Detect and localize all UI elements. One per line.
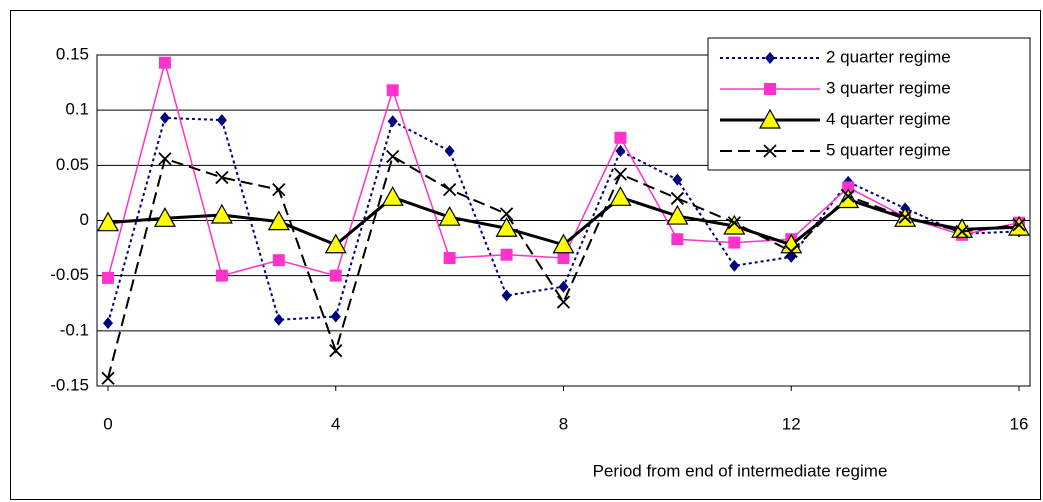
marker <box>386 149 400 164</box>
legend-label: 2 quarter regime <box>826 47 951 66</box>
marker <box>729 259 740 272</box>
y-tick-label: 0 <box>80 210 89 229</box>
marker <box>837 188 860 209</box>
marker <box>101 371 115 385</box>
marker <box>763 144 777 158</box>
marker <box>951 218 974 238</box>
legend-label: 5 quarter regime <box>826 140 951 159</box>
marker <box>727 216 741 230</box>
marker <box>615 144 626 157</box>
marker <box>215 170 229 185</box>
x-tick-label: 16 <box>1010 414 1029 433</box>
marker <box>329 344 343 358</box>
marker <box>955 224 969 239</box>
marker <box>438 205 461 226</box>
marker <box>495 216 518 237</box>
marker <box>210 203 233 224</box>
marker <box>272 254 285 267</box>
marker <box>613 167 628 181</box>
legend-label: 3 quarter regime <box>826 78 951 97</box>
marker <box>158 56 171 69</box>
marker <box>609 186 632 206</box>
y-tick-label: -0.05 <box>50 265 89 284</box>
marker <box>784 244 798 259</box>
legend-box <box>707 37 1031 171</box>
marker <box>267 210 290 231</box>
y-tick-label: 0.15 <box>56 44 89 63</box>
series-line <box>107 155 1020 379</box>
marker <box>330 310 341 323</box>
marker <box>558 280 569 293</box>
y-tick-label: 0.05 <box>56 155 89 174</box>
marker <box>666 204 689 225</box>
marker <box>96 211 120 232</box>
marker <box>216 114 227 127</box>
y-tick-label: -0.15 <box>50 375 89 394</box>
marker <box>670 191 685 206</box>
x-tick-label: 8 <box>559 414 568 433</box>
marker <box>324 233 347 254</box>
marker <box>103 317 113 330</box>
legend-label: 4 quarter regime <box>826 109 951 128</box>
marker <box>272 182 286 197</box>
x-axis-label: Period from end of intermediate regime <box>593 461 888 480</box>
marker <box>671 233 684 246</box>
marker <box>898 210 912 224</box>
marker <box>273 313 284 326</box>
marker <box>102 271 114 284</box>
x-tick-label: 0 <box>103 414 112 433</box>
marker <box>672 173 683 186</box>
marker <box>215 269 228 282</box>
y-tick-label: -0.1 <box>60 320 89 339</box>
marker <box>780 233 803 254</box>
marker <box>758 108 782 129</box>
marker <box>386 84 399 97</box>
x-tick-label: 4 <box>331 414 340 433</box>
marker <box>381 186 404 206</box>
marker <box>501 289 512 302</box>
marker <box>557 252 570 265</box>
marker <box>841 189 855 203</box>
marker <box>329 269 342 282</box>
marker <box>552 233 575 254</box>
marker <box>159 111 170 124</box>
marker <box>1012 218 1026 232</box>
marker <box>723 214 746 235</box>
marker <box>764 83 776 95</box>
marker <box>153 207 176 227</box>
marker <box>442 182 457 197</box>
marker <box>765 52 775 64</box>
marker <box>499 207 514 221</box>
marker <box>158 152 172 166</box>
marker <box>443 252 456 265</box>
marker <box>387 115 398 128</box>
marker <box>444 144 455 157</box>
marker <box>556 295 571 309</box>
marker <box>614 131 627 144</box>
x-tick-label: 12 <box>782 414 801 433</box>
marker <box>842 181 855 194</box>
y-tick-label: 0.1 <box>65 100 89 119</box>
marker <box>500 248 513 261</box>
marker <box>728 236 741 249</box>
